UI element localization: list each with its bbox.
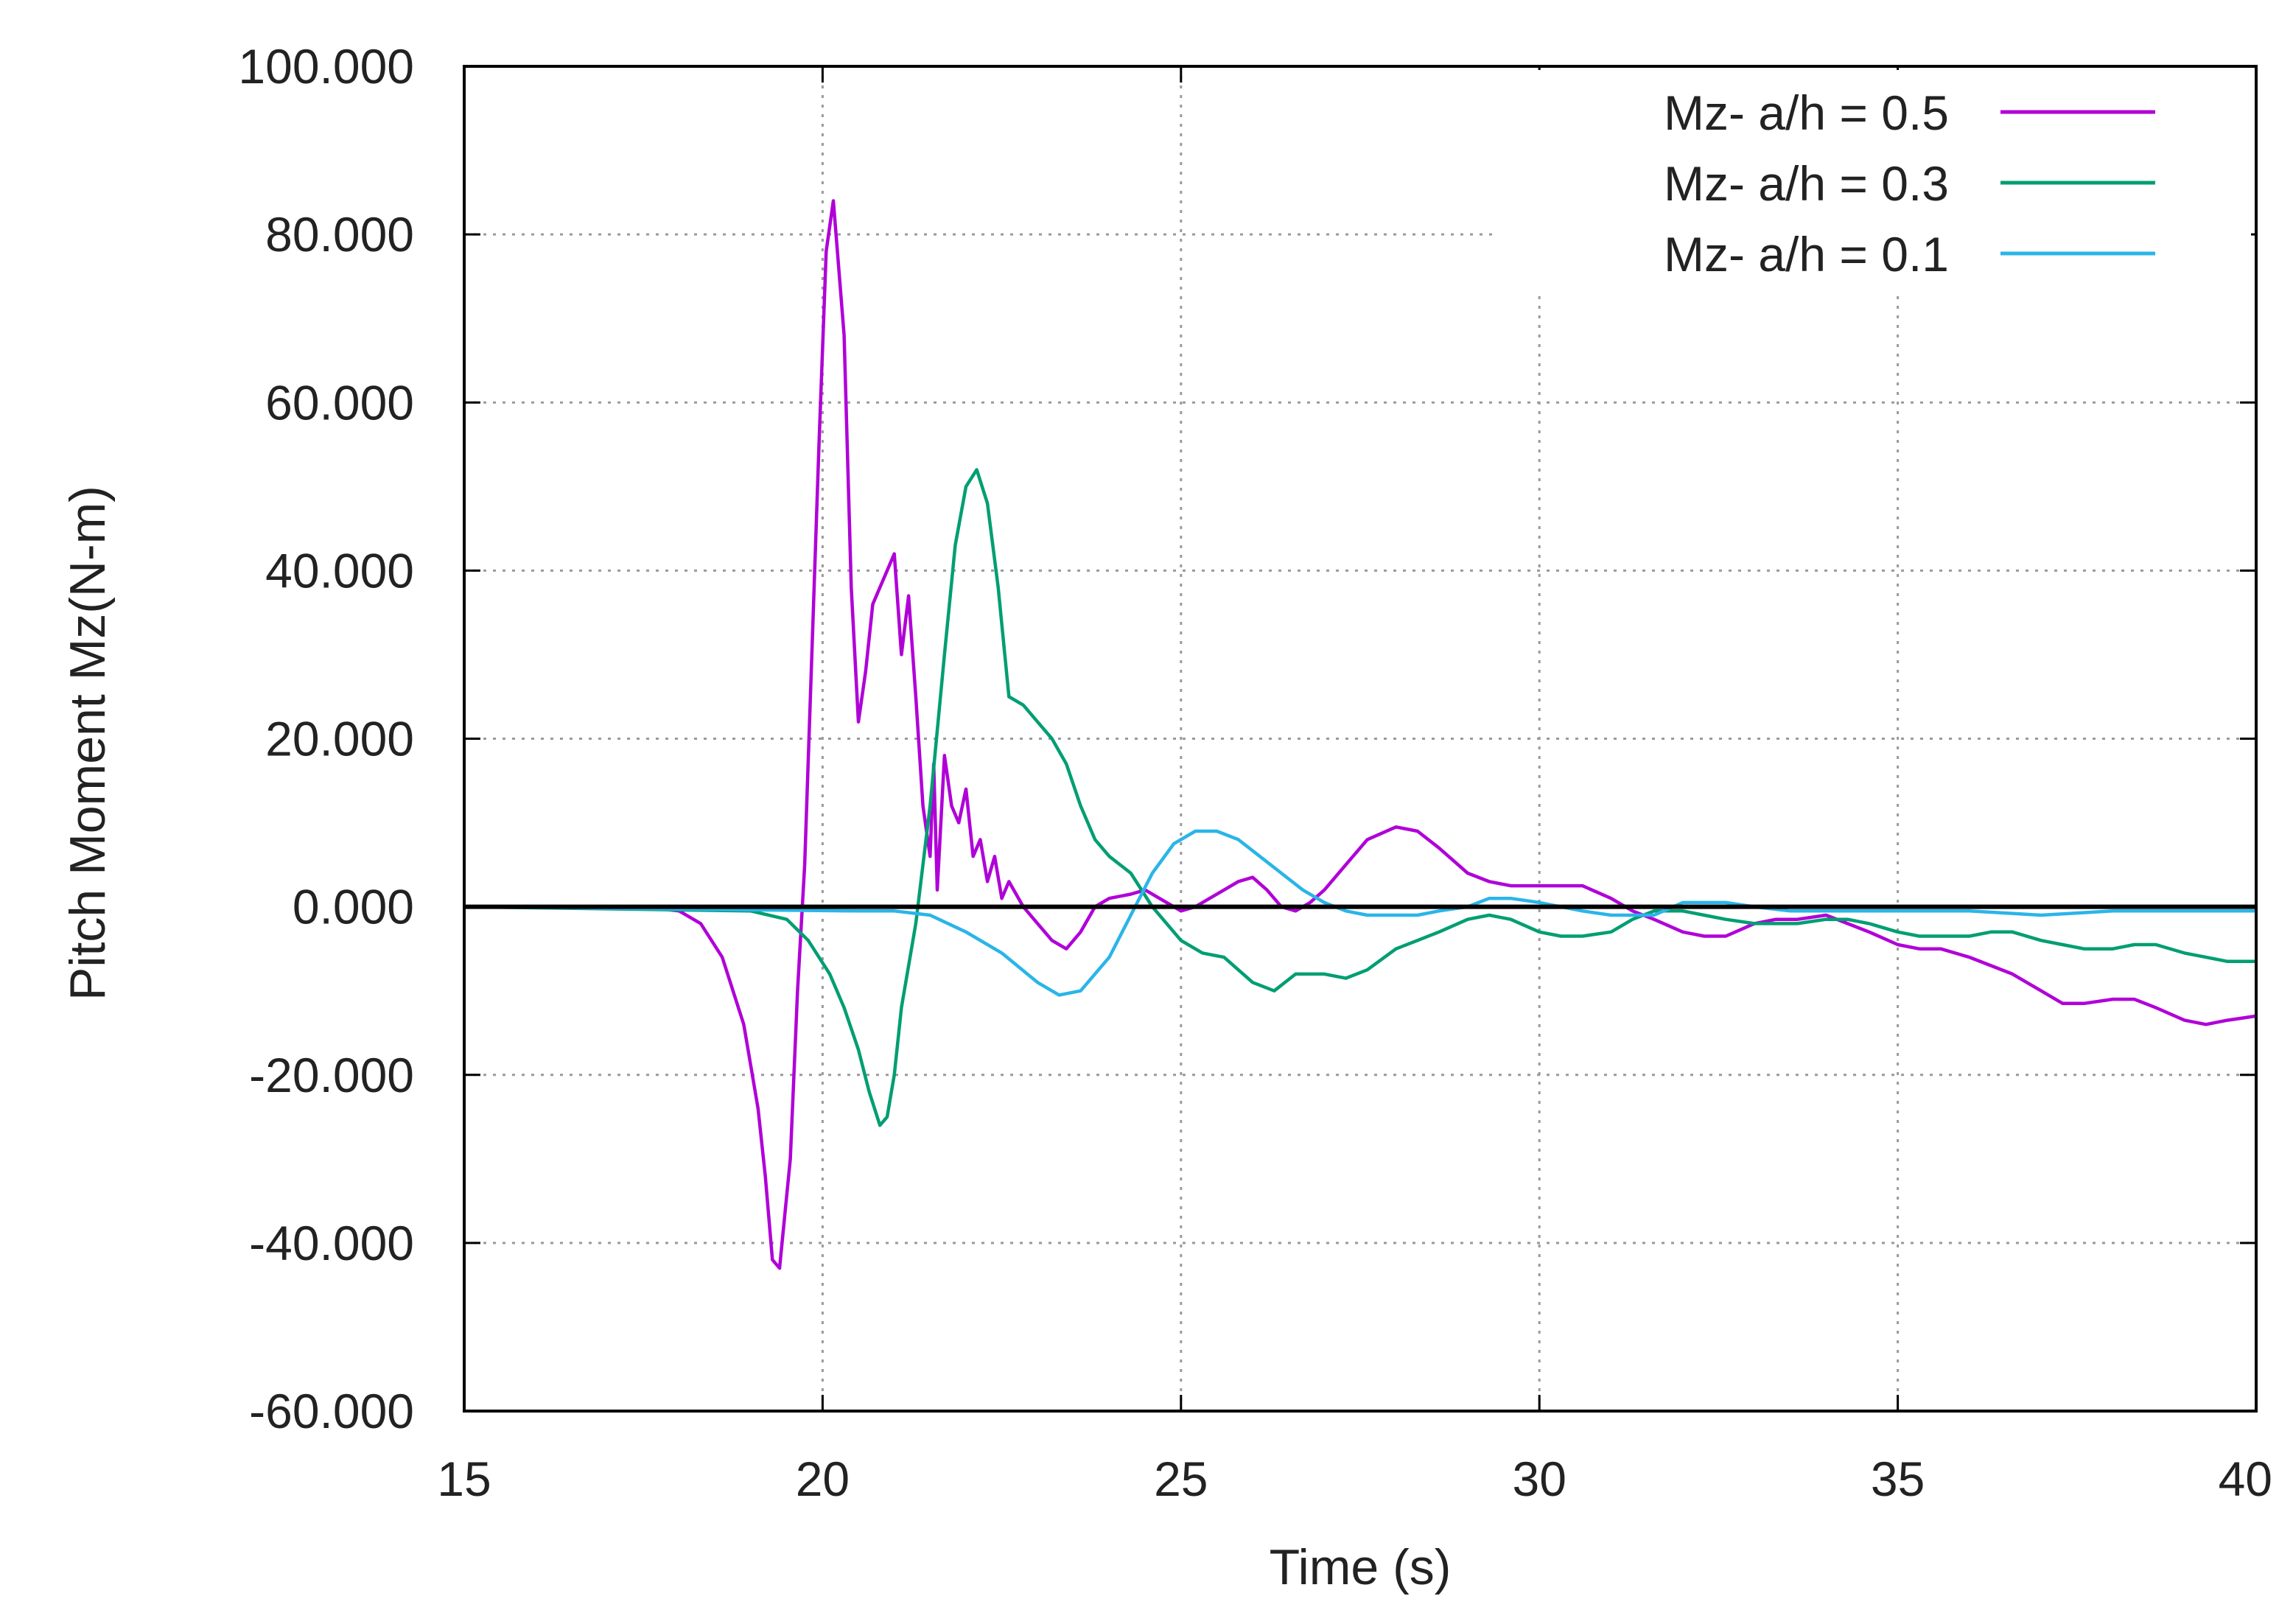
x-tick-label-3: 30 (1512, 1452, 1566, 1506)
y-tick-label-6: 60.000 (265, 375, 414, 430)
y-tick-label-3: 0.000 (293, 880, 414, 934)
legend-label-2: Mz- a/h = 0.3 (1664, 156, 1949, 211)
series-line-1 (464, 199, 2257, 1270)
axis-ticks (463, 65, 2258, 1413)
x-tick-label-0: 15 (437, 1452, 491, 1506)
y-tick-label-5: 40.000 (265, 543, 414, 598)
y-axis-tick-labels: -60.000 -40.000 -20.000 0.000 20.000 40.000 60… (238, 39, 414, 1438)
x-axis-tick-labels: 15 20 25 30 35 40 (437, 1452, 2272, 1506)
y-tick-label-7: 80.000 (265, 207, 414, 262)
legend-label-1: Mz- a/h = 0.5 (1664, 85, 1949, 140)
y-tick-label-8: 100.000 (238, 39, 414, 94)
legend: Mz- a/h = 0.5 Mz- a/h = 0.3 Mz- a/h = 0.1 (1496, 70, 2251, 291)
y-tick-label-4: 20.000 (265, 712, 414, 766)
y-tick-label-1: -40.000 (249, 1216, 414, 1270)
x-tick-label-4: 35 (1871, 1452, 1925, 1506)
x-axis-label: Time (s) (1270, 1539, 1452, 1595)
legend-label-3: Mz- a/h = 0.1 (1664, 227, 1949, 281)
series-line-2 (463, 468, 2256, 1127)
x-tick-label-2: 25 (1154, 1452, 1208, 1506)
x-tick-label-1: 20 (796, 1452, 850, 1506)
x-tick-label-5: 40 (2219, 1452, 2272, 1506)
y-tick-label-0: -60.000 (249, 1384, 414, 1438)
y-tick-label-2: -20.000 (249, 1048, 414, 1102)
y-axis-label: Pitch Moment Mz(N-m) (60, 486, 116, 1001)
